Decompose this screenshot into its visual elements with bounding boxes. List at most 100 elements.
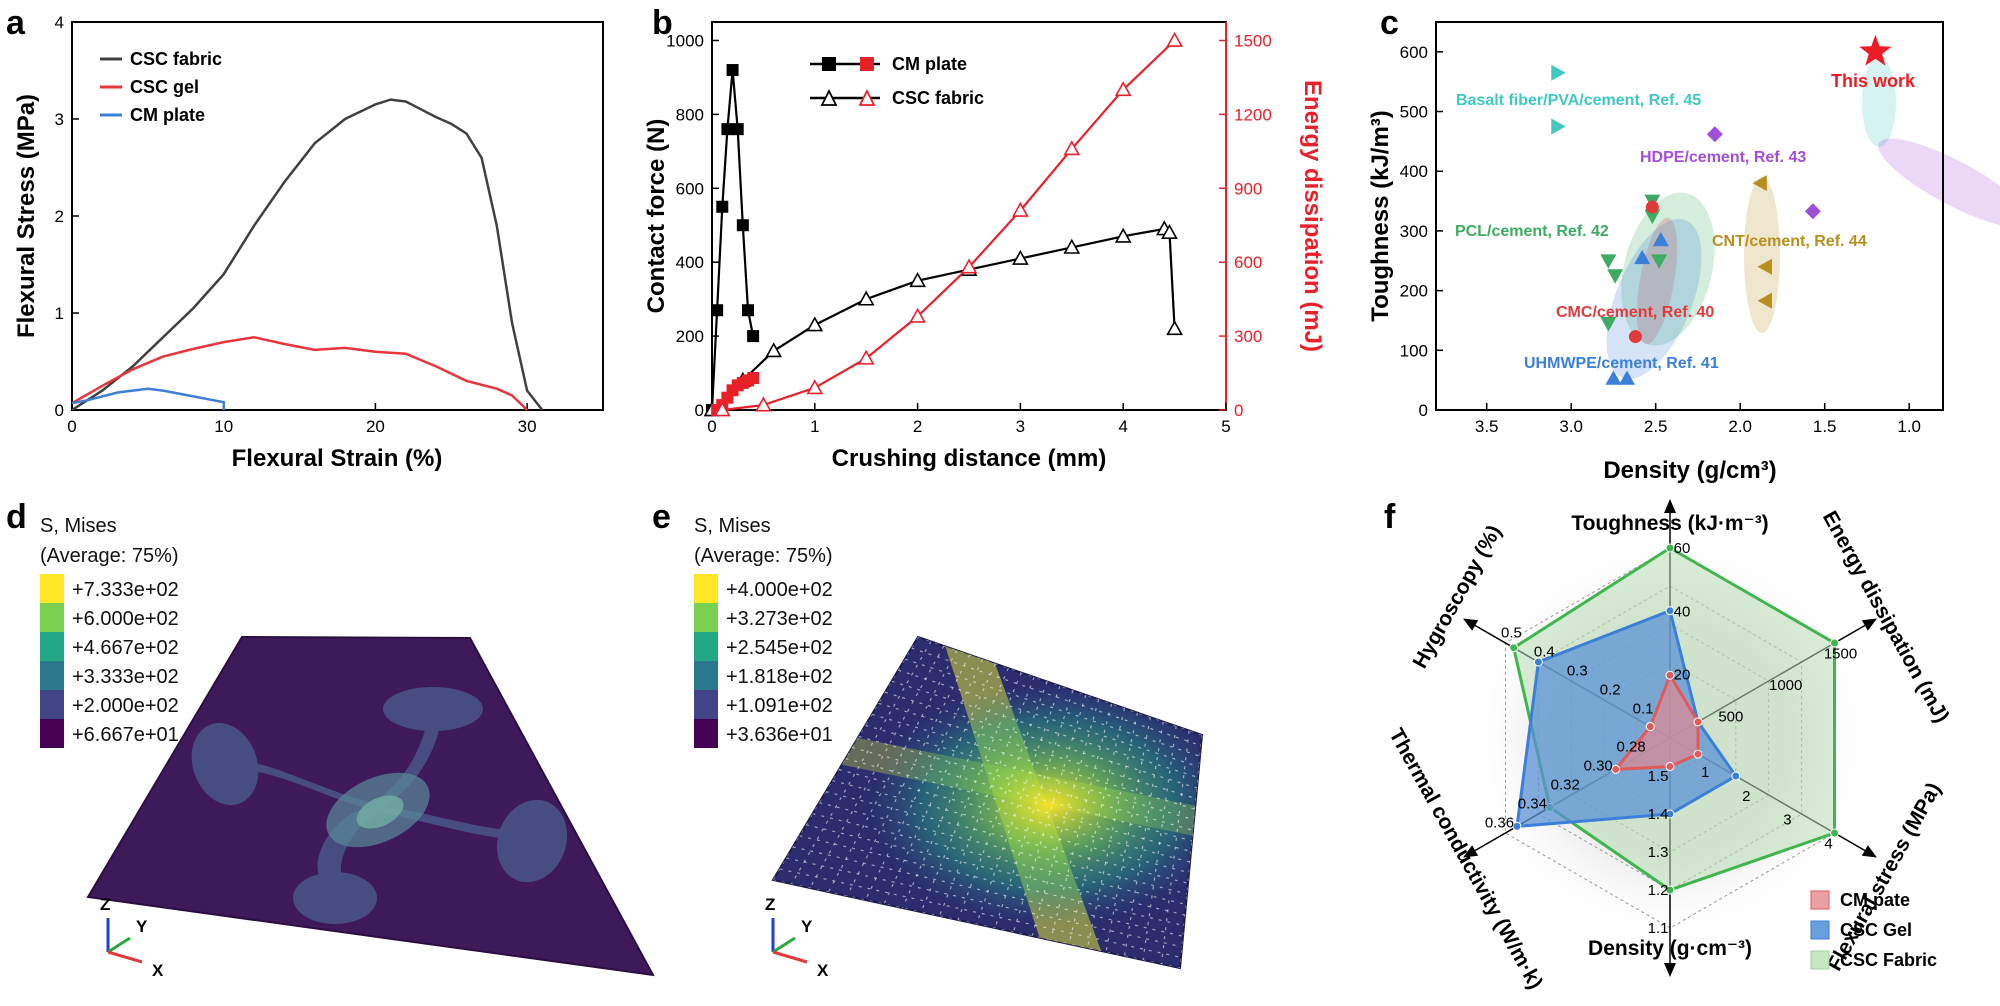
marker-cm-plate-force <box>711 304 724 317</box>
legend-marker-cm-plate-force <box>822 57 836 71</box>
radar-point-csc-gel <box>1533 657 1543 667</box>
radar-point-cm-pate <box>1645 722 1655 732</box>
stress-center-e <box>870 685 1202 925</box>
label-hdpe: HDPE/cement, Ref. 43 <box>1640 149 1806 166</box>
marker-csc-fabric-energy <box>713 401 731 417</box>
colorbar-swatch-d-3 <box>40 632 64 661</box>
fem-woven-plate-e <box>771 635 1204 970</box>
radar-point-csc-fabric <box>1830 828 1840 838</box>
radar-tick-label: 1.5 <box>1648 768 1669 785</box>
colorbar-level-e-4: +1.818e+02 <box>726 666 833 688</box>
point-hdpe <box>1706 126 1723 143</box>
x-tick-label-c: 2.0 <box>1728 417 1752 436</box>
legend-label-cm-plate: CM plate <box>130 105 205 125</box>
point-basalt-fiber <box>1551 64 1566 81</box>
label-cmc: CMC/cement, Ref. 40 <box>1556 304 1714 321</box>
marker-csc-fabric-force <box>765 342 783 358</box>
radar-tick-label: 4 <box>1824 835 1832 852</box>
colorbar-level-d-6: +6.667e+01 <box>72 724 179 746</box>
y-axis-ticks-a: 0 1 2 3 4 <box>55 13 79 420</box>
radar-arrow-icon <box>1861 845 1877 858</box>
radar-tick-label: 3 <box>1783 812 1791 829</box>
marker-csc-fabric-energy <box>960 258 978 274</box>
panel-f: f 20 40 60 500 1000 1500 1 2 3 4 1.5 1.4 1.3 1.2 1.1 0.… <box>1384 498 1953 993</box>
weave-grid-e <box>773 637 1202 968</box>
ellipse-pcl <box>1621 192 1715 346</box>
marker-csc-fabric-energy <box>1166 31 1183 47</box>
panel-letter-e: e <box>652 498 671 536</box>
colorbar-level-d-1: +7.333e+02 <box>72 579 179 601</box>
marker-csc-fabric-force <box>1063 238 1081 254</box>
legend-label-csc-fabric-b: CSC fabric <box>892 88 984 108</box>
marker-csc-fabric-force <box>806 316 824 332</box>
x-axis-title-a: Flexural Strain (%) <box>232 445 443 472</box>
radar-tick-label: 0.4 <box>1534 644 1555 661</box>
radar-tick-label: 0.36 <box>1485 815 1514 832</box>
contour-subtitle-e: (Average: 75%) <box>694 545 833 567</box>
series-lines-a <box>71 98 544 412</box>
weave-line <box>884 691 1198 789</box>
weave-line <box>1105 717 1151 953</box>
triad-y-icon <box>107 936 131 954</box>
x-axis-title-b: Crushing distance (mm) <box>832 445 1107 472</box>
ellipse-cnt <box>1744 177 1780 333</box>
ellipse-hdpe <box>1878 138 2000 228</box>
radar-tick-label: 1500 <box>1824 645 1857 662</box>
x-tick-label-c: 1.5 <box>1813 417 1837 436</box>
y2-tick-label-b: 600 <box>1234 253 1262 272</box>
radar-tick-label: 0.30 <box>1584 758 1613 775</box>
y-tick-label-b: 800 <box>676 105 704 124</box>
x-axis-title-c: Density (g/cm³) <box>1603 457 1776 484</box>
plot-frame-b <box>711 21 1227 411</box>
radar-tick-label: 1.3 <box>1648 844 1669 861</box>
y-tick-label-b: 0 <box>695 401 704 420</box>
radar-tick-label: 20 <box>1674 667 1691 684</box>
radar-arrow-icon <box>1664 499 1676 513</box>
legend-swatch-csc-fabric-f <box>1810 950 1830 970</box>
point-uhmwpe <box>1634 249 1651 265</box>
legend-marker-csc-fabric-energy <box>858 88 876 106</box>
panel-a: a 0 10 20 30 0 1 2 3 4 Flexural Strain (%) Flex… <box>6 4 604 472</box>
marker-csc-fabric-force <box>1114 227 1132 243</box>
scatter-points-c <box>1551 34 1892 385</box>
series-line-csc-fabric-force <box>711 227 1176 411</box>
x-tick-label-a: 10 <box>214 417 233 436</box>
radar-point-cm-pate <box>1693 717 1703 727</box>
y2-tick-label-b: 0 <box>1234 401 1243 420</box>
legend-swatch-csc-gel <box>1810 920 1830 940</box>
radar-point-cm-pate <box>1693 749 1703 759</box>
marker-cm-plate-force <box>716 200 729 213</box>
colorbar-swatch-d-6 <box>40 719 64 748</box>
radar-tick-labels: 20 40 60 500 1000 1500 1 2 3 4 1.5 1.4 1.3 1.2 1.1 0.28… <box>1485 540 1857 937</box>
marker-csc-fabric-energy <box>1114 81 1132 97</box>
point-uhmwpe <box>1618 370 1635 385</box>
panel-letter-c: c <box>1380 4 1399 42</box>
radar-point-csc-gel <box>1731 771 1741 781</box>
x-tick-label-b: 0 <box>707 417 716 436</box>
marker-csc-fabric-energy <box>1063 140 1081 156</box>
marker-csc-fabric-force <box>909 272 926 288</box>
x-tick-label-a: 0 <box>67 417 76 436</box>
legend-label-cm-pate: CM pate <box>1840 890 1910 910</box>
panel-letter-f: f <box>1384 498 1396 536</box>
colorbar-swatch-e-4 <box>694 661 718 690</box>
x-tick-label-c: 3.5 <box>1475 417 1499 436</box>
weave-line <box>792 846 1184 937</box>
point-hdpe <box>1804 203 1821 220</box>
weave-line <box>773 879 1181 968</box>
weave-line <box>1086 712 1139 949</box>
y2-axis-title-b: Energy dissipation (mJ) <box>1299 80 1326 352</box>
point-cmc <box>1628 330 1642 344</box>
weave-line <box>878 702 1197 800</box>
colorbar-swatch-d-5 <box>40 690 64 719</box>
series-line-cm-plate <box>71 387 225 410</box>
legend-label-csc-fabric-f: CSC Fabric <box>1840 950 1937 970</box>
weave-line <box>904 658 1201 757</box>
marker-cm-plate-force <box>731 123 744 136</box>
radar-tick-label: 60 <box>1674 540 1691 557</box>
weave-line <box>779 868 1182 958</box>
y-tick-label-c: 400 <box>1400 162 1428 181</box>
x-tick-label-c: 2.5 <box>1644 417 1668 436</box>
series-lines-b <box>703 31 1183 417</box>
triad-y-label: Y <box>136 917 148 936</box>
